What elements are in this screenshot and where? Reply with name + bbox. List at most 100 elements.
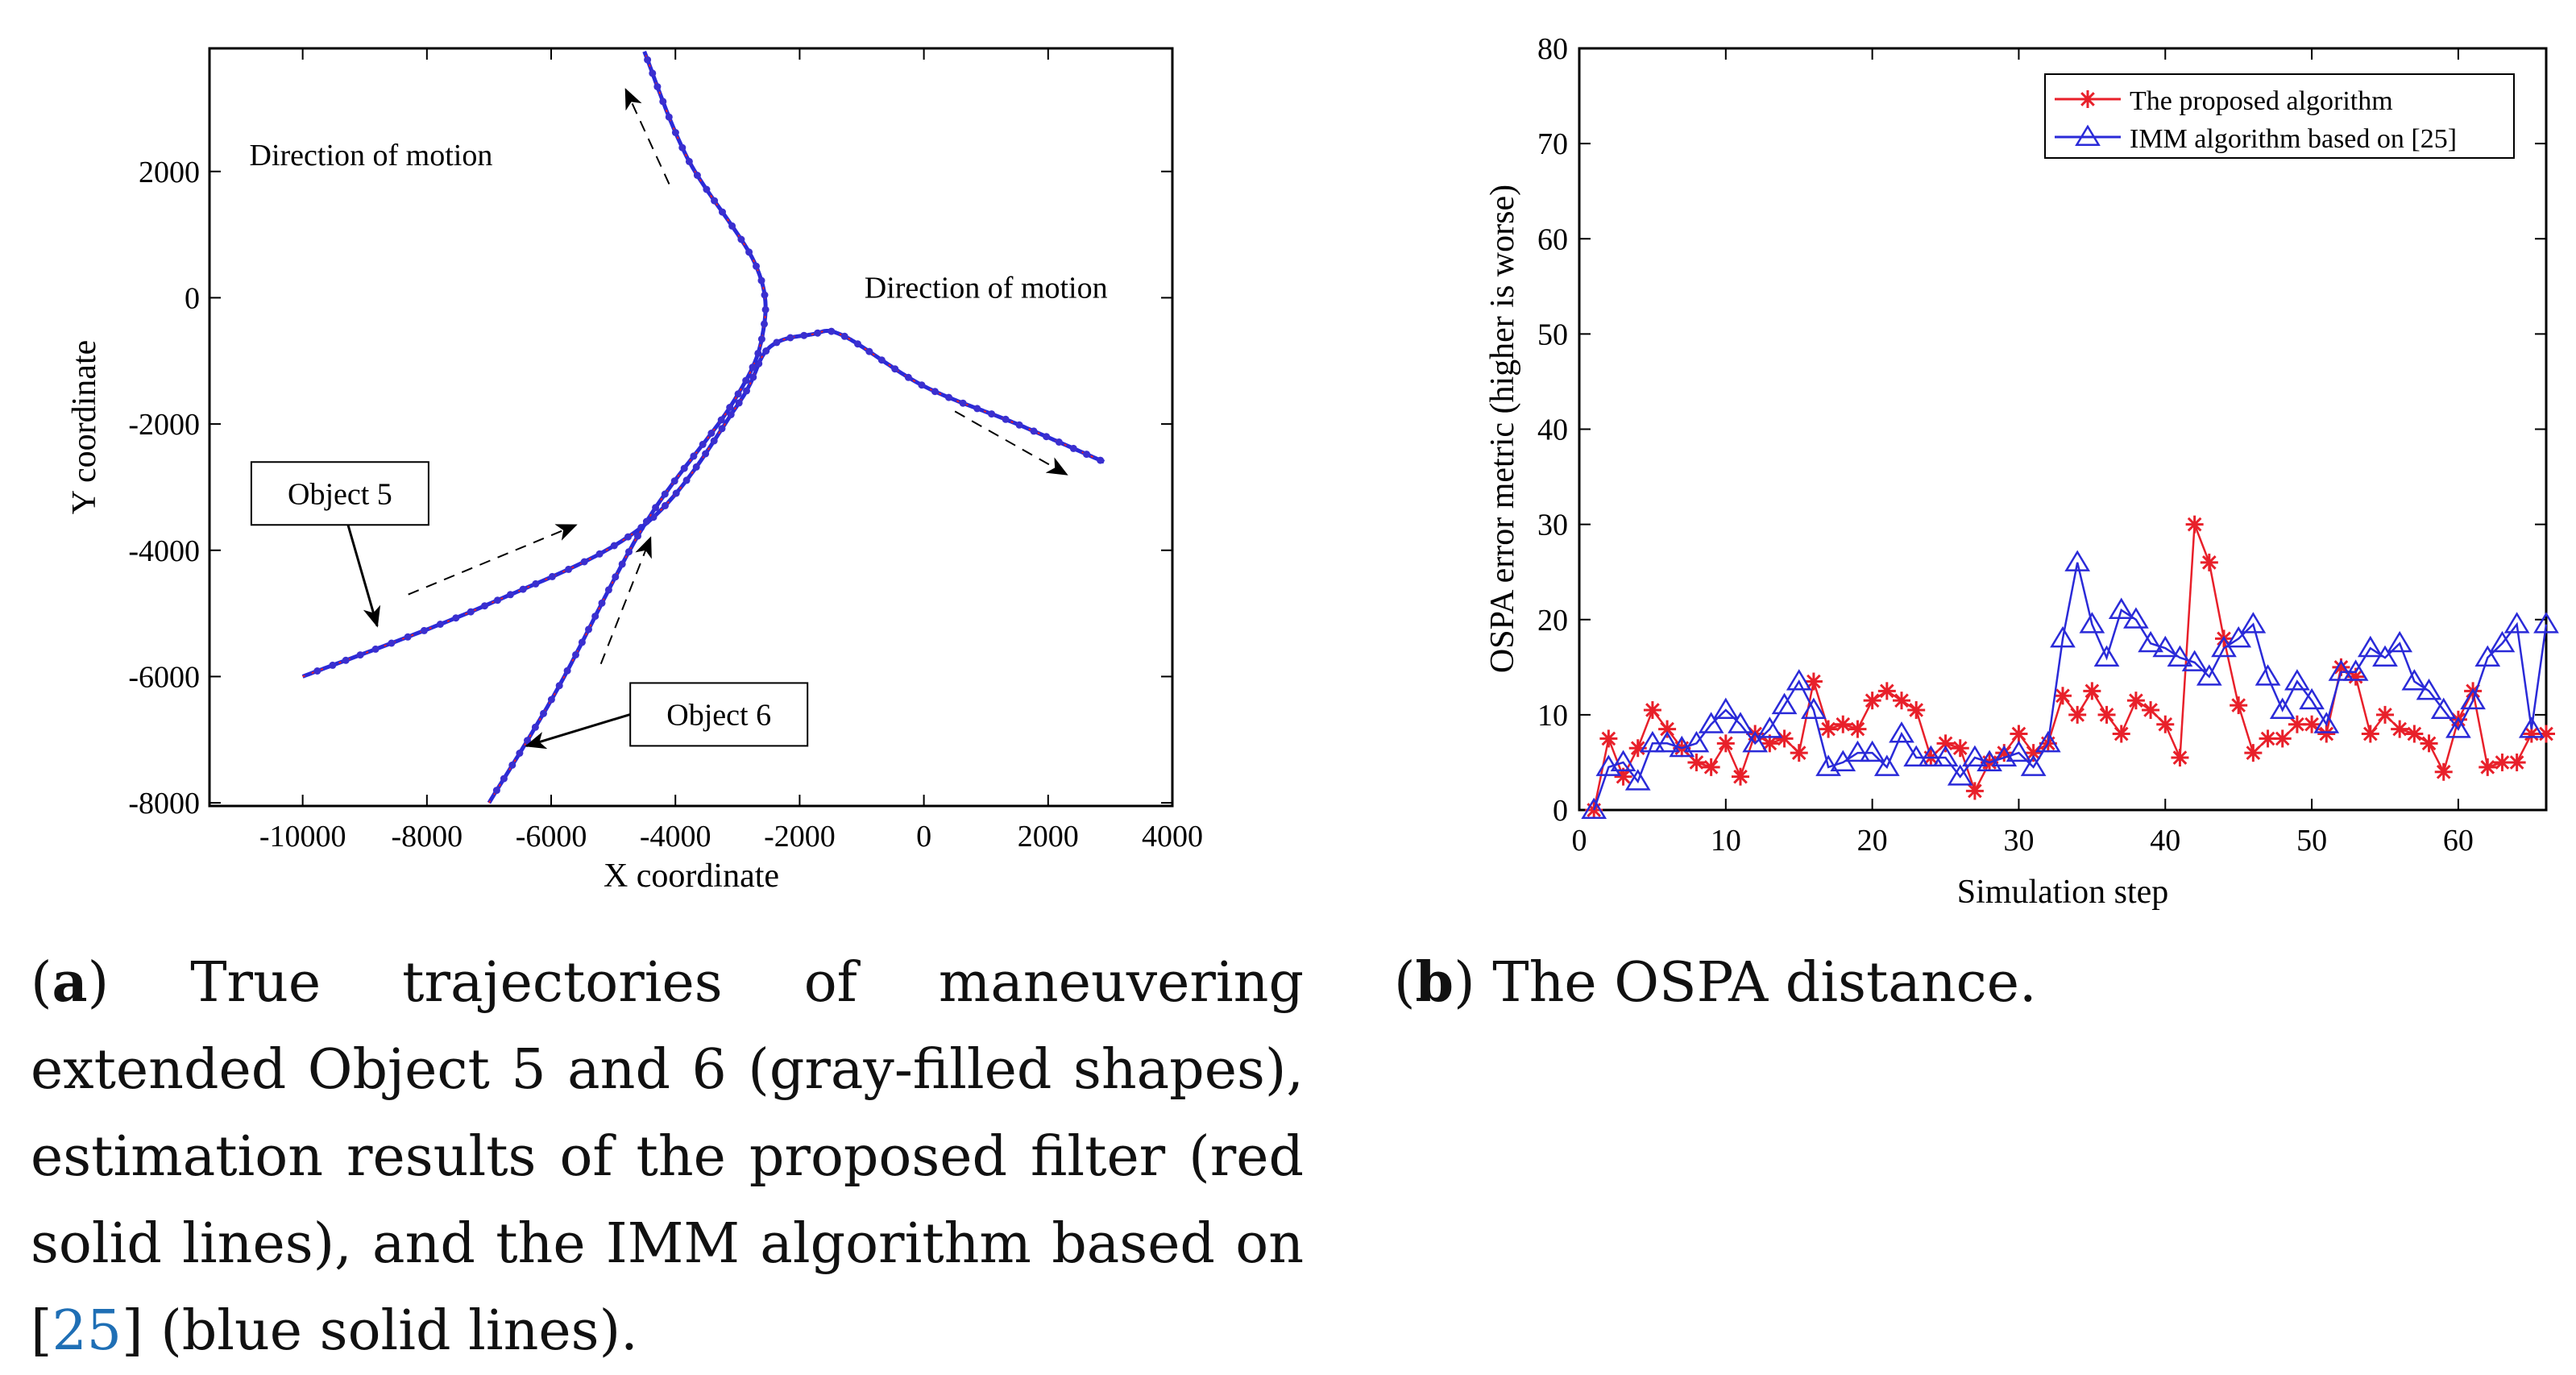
b-point-proposed: [2537, 725, 2555, 743]
a-point: [685, 157, 693, 165]
legend-label-proposed: The proposed algorithm: [2130, 86, 2393, 116]
b-point-imm: [2284, 669, 2310, 691]
a-point: [604, 586, 612, 594]
asterisk-stroke: [2172, 750, 2188, 765]
b-point-proposed: [1848, 720, 1867, 738]
legend-box: [2044, 73, 2515, 159]
b-point-imm: [2533, 612, 2559, 633]
asterisk-stroke: [2304, 717, 2319, 732]
a-point: [563, 667, 571, 675]
asterisk-stroke: [2080, 92, 2095, 106]
b-point-imm: [2474, 645, 2501, 667]
a-point: [342, 656, 350, 664]
a-x-tick-label: -4000: [640, 820, 711, 854]
b-point-proposed: [2097, 705, 2116, 724]
a-y-tick-label: -2000: [128, 408, 200, 442]
b-point-proposed: [2508, 753, 2526, 771]
b-x-axis-label: Simulation step: [1957, 874, 2169, 911]
trajectory-chart: -10000 -8000 -6000 -4000 -2000 0 2000 4000 2000 0…: [66, 47, 1203, 895]
b-point-imm: [1624, 769, 1651, 791]
caption-a-text: True trajectories of maneuvering extende…: [31, 951, 1304, 1363]
a-point: [891, 365, 899, 373]
asterisk-stroke: [2436, 764, 2451, 779]
asterisk-stroke: [2099, 708, 2114, 722]
b-point-proposed: [1599, 729, 1618, 748]
b-point-imm: [2079, 612, 2105, 633]
a-point: [988, 410, 996, 418]
b-point-imm: [1801, 697, 1827, 719]
caption-a-label: a: [52, 950, 88, 1015]
a-series-group: [301, 50, 1105, 804]
caption-a-text-end: ] (blue solid lines).: [122, 1299, 638, 1363]
a-point: [659, 98, 667, 106]
a-point: [753, 262, 760, 270]
b-point-imm: [2035, 730, 2061, 753]
a-point: [671, 129, 679, 136]
a-x-tick-label: -10000: [259, 820, 346, 854]
b-y-axis-label: OSPA error metric (higher is worse): [1484, 185, 1521, 673]
b-y-tick-label: 70: [1537, 127, 1568, 161]
direction-arrow: [954, 410, 1068, 476]
b-point-imm: [1654, 730, 1680, 753]
legend-marker-imm: [2075, 124, 2101, 146]
a-point: [653, 83, 662, 91]
b-point-imm: [2225, 625, 2252, 648]
a-point: [540, 709, 547, 717]
a-point: [711, 197, 719, 205]
asterisk-stroke: [1894, 693, 1909, 708]
asterisk-stroke: [1703, 760, 1719, 775]
b-point-imm: [2372, 645, 2398, 667]
a-point: [743, 387, 750, 395]
a-point: [578, 638, 586, 646]
a-point: [547, 696, 555, 704]
a-point: [642, 517, 650, 525]
b-point-proposed: [1907, 700, 1926, 719]
ospa-chart: 0 10 20 30 40 50 60 0 10 20 30 40 50 60 70 80 Simulatio…: [1484, 32, 2559, 911]
b-point-proposed: [2126, 692, 2145, 710]
b-point-imm: [2108, 597, 2134, 619]
b-point-imm: [1610, 750, 1636, 771]
asterisk-stroke: [2143, 703, 2158, 717]
a-y-tick-label: -8000: [128, 787, 200, 820]
a-annotations: Direction of motion Direction of motion Ob…: [250, 88, 1108, 750]
a-point: [702, 450, 710, 458]
asterisk-stroke: [2246, 746, 2261, 760]
a-point: [670, 477, 678, 485]
a-point: [572, 650, 579, 658]
a-point: [652, 504, 660, 512]
asterisk-stroke: [2378, 708, 2392, 722]
a-point: [931, 388, 939, 396]
b-point-proposed: [1643, 700, 1661, 719]
b-point-imm: [2196, 664, 2222, 686]
a-point: [749, 363, 757, 372]
object-6-pointer-arrow: [525, 712, 631, 750]
b-point-proposed: [1936, 734, 1955, 753]
a-point: [717, 416, 725, 424]
asterisk-stroke: [1762, 736, 1777, 751]
asterisk-stroke: [2509, 755, 2524, 770]
b-point-imm: [2123, 607, 2149, 629]
a-point: [591, 613, 599, 621]
a-point: [737, 235, 745, 243]
a-point: [644, 56, 652, 64]
b-point-proposed: [2288, 715, 2306, 733]
a-point: [500, 775, 508, 783]
asterisk-stroke: [2407, 726, 2422, 742]
caption-a-reference-link[interactable]: 25: [52, 1299, 122, 1363]
asterisk-stroke: [2260, 731, 2275, 746]
asterisk-stroke: [2392, 721, 2408, 737]
a-point: [786, 334, 794, 342]
asterisk-stroke: [1645, 703, 1660, 717]
b-point-imm: [1698, 712, 1724, 733]
b-point-imm: [2430, 697, 2457, 719]
a-point: [707, 430, 716, 437]
a-point: [877, 356, 886, 364]
a-point: [508, 761, 516, 769]
a-point: [565, 565, 573, 573]
asterisk-stroke: [1616, 769, 1631, 784]
asterisk-stroke: [1791, 746, 1807, 760]
asterisk-stroke: [1850, 721, 1865, 737]
b-point-proposed: [1716, 734, 1735, 753]
b-point-imm: [2152, 635, 2179, 658]
a-point: [1097, 456, 1105, 464]
